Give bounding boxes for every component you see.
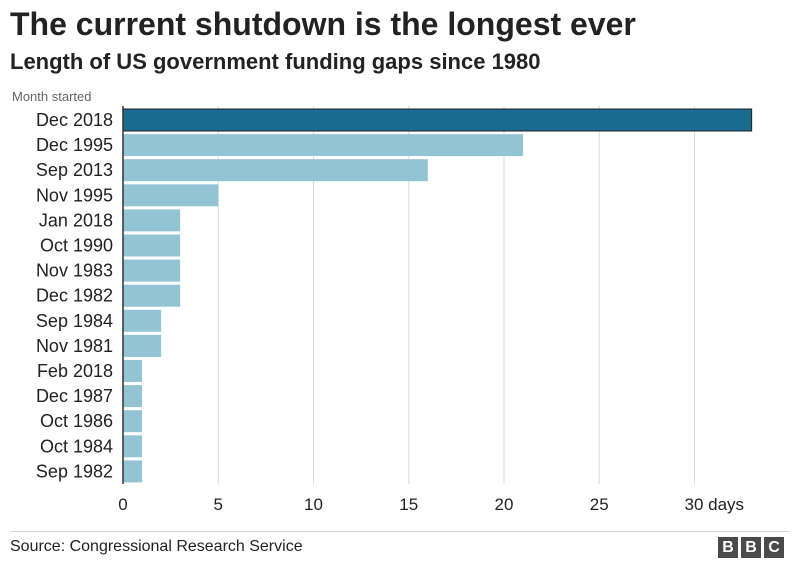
bar bbox=[123, 209, 181, 232]
category-label: Oct 1984 bbox=[40, 436, 113, 456]
category-label: Oct 1986 bbox=[40, 411, 113, 431]
x-tick-label: 10 bbox=[304, 495, 323, 514]
bar bbox=[123, 234, 181, 257]
bar bbox=[123, 410, 143, 433]
bar bbox=[123, 134, 524, 157]
bbc-logo: B B C bbox=[718, 537, 784, 558]
bar bbox=[123, 184, 219, 207]
x-tick-labels: 0 5 10 15 20 25 30 days bbox=[118, 495, 744, 514]
category-label: Feb 2018 bbox=[37, 361, 113, 381]
category-label: Oct 1990 bbox=[40, 236, 113, 256]
bbc-logo-letter: C bbox=[764, 537, 784, 558]
bbc-logo-letter: B bbox=[718, 537, 738, 558]
bar bbox=[123, 159, 428, 182]
bbc-logo-letter: B bbox=[741, 537, 761, 558]
category-label: Sep 2013 bbox=[36, 160, 113, 180]
category-label: Dec 1982 bbox=[36, 286, 113, 306]
category-label: Nov 1983 bbox=[36, 261, 113, 281]
category-labels: Dec 2018 Dec 1995 Sep 2013 Nov 1995 Jan 2018… bbox=[36, 110, 113, 481]
bar bbox=[123, 309, 162, 332]
category-label: Nov 1981 bbox=[36, 336, 113, 356]
bar bbox=[123, 259, 181, 282]
chart-subtitle: Length of US government funding gaps sin… bbox=[10, 49, 541, 74]
footer-divider bbox=[10, 531, 790, 532]
category-label: Sep 1984 bbox=[36, 311, 113, 331]
bar bbox=[123, 385, 143, 408]
x-tick-label: 0 bbox=[118, 495, 127, 514]
x-tick-label: 5 bbox=[214, 495, 223, 514]
category-label: Sep 1982 bbox=[36, 461, 113, 481]
chart-title: The current shutdown is the longest ever bbox=[10, 6, 636, 42]
bar bbox=[123, 284, 181, 307]
bar bbox=[123, 360, 143, 382]
source-note: Source: Congressional Research Service bbox=[10, 538, 303, 555]
bars bbox=[122, 108, 753, 483]
bar bbox=[123, 460, 143, 483]
category-label: Dec 2018 bbox=[36, 110, 113, 130]
category-label: Dec 1995 bbox=[36, 135, 113, 155]
bar bbox=[122, 108, 753, 132]
category-label: Dec 1987 bbox=[36, 386, 113, 406]
bar bbox=[123, 435, 143, 458]
x-tick-label: 15 bbox=[399, 495, 418, 514]
y-axis-caption: Month started bbox=[12, 89, 92, 104]
x-tick-label: 30 days bbox=[685, 495, 745, 514]
x-tick-label: 20 bbox=[495, 495, 514, 514]
bar bbox=[123, 334, 162, 357]
category-label: Jan 2018 bbox=[39, 210, 113, 230]
bar-chart: Month started Dec 2018 Dec 1995 Sep 2013 No… bbox=[12, 89, 753, 514]
category-label: Nov 1995 bbox=[36, 185, 113, 205]
x-tick-label: 25 bbox=[590, 495, 609, 514]
